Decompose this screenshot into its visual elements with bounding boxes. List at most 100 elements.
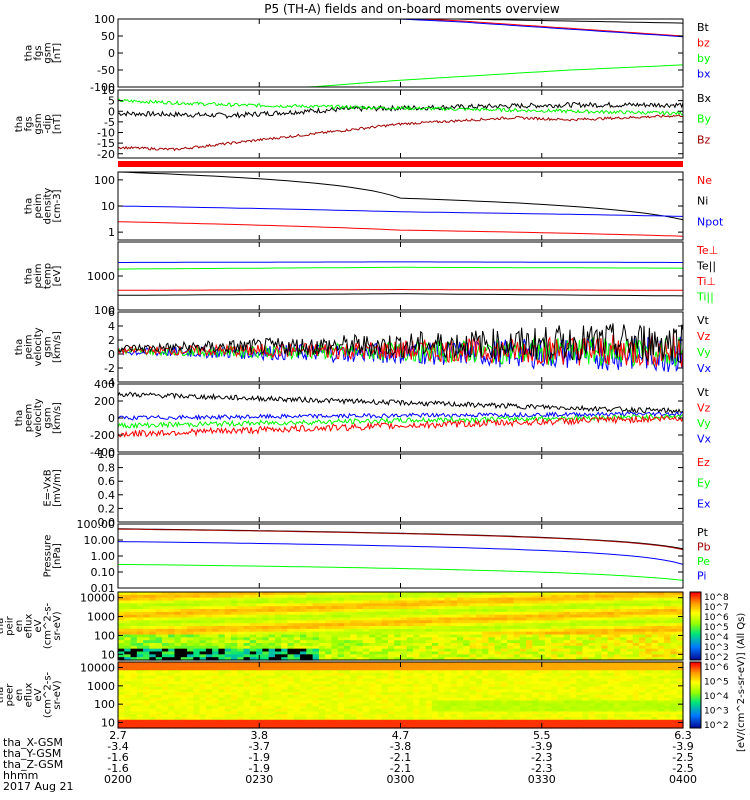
heatmap-cell	[450, 637, 458, 641]
heatmap-cell	[507, 600, 515, 604]
heatmap-cell	[262, 686, 270, 691]
heatmap-cell	[588, 695, 596, 699]
heatmap-cell	[199, 681, 207, 685]
heatmap-cell	[136, 681, 144, 685]
heatmap-cell	[450, 617, 458, 621]
heatmap-cell	[212, 631, 220, 636]
heatmap-cell	[670, 597, 678, 602]
heatmap-cell	[538, 714, 546, 718]
heatmap-cell	[344, 695, 351, 699]
heatmap-cell	[607, 684, 615, 688]
heatmap-cell	[287, 725, 295, 729]
ytick-label: 100	[94, 174, 115, 187]
heatmap-cell	[187, 700, 194, 704]
heatmap-cell	[563, 714, 571, 718]
heatmap-cell	[607, 662, 615, 666]
heatmap-cell	[488, 640, 496, 644]
heatmap-cell	[218, 654, 226, 658]
heatmap-cell	[664, 606, 672, 610]
heatmap-cell	[475, 703, 483, 707]
heatmap-cell	[224, 603, 232, 607]
heatmap-cell	[645, 706, 653, 710]
heatmap-cell	[632, 606, 640, 610]
heatmap-cell	[187, 675, 194, 680]
heatmap-cell	[155, 664, 163, 669]
heatmap-cell	[494, 664, 502, 669]
heatmap-cell	[174, 711, 182, 715]
heatmap-cell	[557, 614, 565, 619]
heatmap-cell	[187, 670, 194, 674]
heatmap-cell	[551, 594, 559, 599]
heatmap-cell	[205, 722, 213, 726]
heatmap-cell	[563, 606, 571, 610]
heatmap-cell	[475, 670, 483, 674]
heatmap-cell	[400, 667, 408, 671]
heatmap-cell	[136, 611, 144, 616]
footer-hhmm-value: 0300	[387, 773, 415, 786]
heatmap-cell	[463, 640, 471, 644]
heatmap-cell	[212, 640, 220, 644]
heatmap-cell	[431, 686, 439, 691]
heatmap-cell	[507, 667, 515, 671]
heatmap-cell	[387, 667, 395, 671]
heatmap-cell	[626, 637, 634, 641]
heatmap-cell	[431, 648, 439, 653]
heatmap-cell	[676, 692, 684, 696]
heatmap-cell	[337, 686, 345, 691]
heatmap-cell	[212, 628, 220, 633]
heatmap-cell	[601, 673, 609, 677]
heatmap-cell	[676, 620, 684, 624]
heatmap-cell	[519, 678, 527, 682]
colorbar-cell	[690, 671, 701, 675]
heatmap-cell	[281, 614, 289, 619]
heatmap-cell	[613, 645, 621, 650]
heatmap-cell	[287, 684, 295, 688]
heatmap-cell	[136, 600, 144, 604]
heatmap-cell	[431, 620, 439, 624]
heatmap-cell	[281, 719, 289, 724]
colorbar-cell	[690, 644, 701, 647]
heatmap-cell	[513, 643, 521, 647]
heatmap-cell	[469, 662, 477, 666]
heatmap-cell	[500, 614, 508, 619]
heatmap-cell	[268, 643, 276, 647]
heatmap-cell	[676, 717, 684, 721]
heatmap-cell	[507, 670, 515, 674]
heatmap-cell	[193, 725, 201, 729]
heatmap-cell	[231, 645, 238, 650]
heatmap-cell	[463, 714, 471, 718]
heatmap-cell	[375, 651, 383, 655]
heatmap-cell	[199, 678, 207, 682]
heatmap-cell	[381, 697, 389, 702]
heatmap-cell	[513, 614, 521, 619]
heatmap-cell	[187, 686, 194, 691]
heatmap-cell	[670, 609, 678, 613]
heatmap-cell	[475, 648, 483, 653]
heatmap-cell	[268, 628, 276, 633]
heatmap-cell	[613, 667, 621, 671]
heatmap-cell	[124, 606, 132, 610]
heatmap-cell	[287, 722, 295, 726]
heatmap-cell	[419, 706, 427, 710]
heatmap-cell	[651, 689, 659, 693]
heatmap-cell	[362, 606, 370, 610]
heatmap-cell	[375, 592, 383, 596]
heatmap-cell	[256, 640, 263, 644]
heatmap-cell	[356, 606, 364, 610]
heatmap-cell	[532, 654, 540, 658]
heatmap-8	[118, 592, 684, 661]
heatmap-cell	[394, 594, 402, 599]
heatmap-cell	[274, 634, 282, 638]
heatmap-cell	[193, 620, 201, 624]
heatmap-cell	[136, 700, 144, 704]
heatmap-cell	[513, 637, 521, 641]
heatmap-cell	[193, 670, 201, 674]
heatmap-cell	[406, 711, 414, 715]
heatmap-cell	[526, 623, 533, 627]
heatmap-cell	[231, 620, 238, 624]
heatmap-cell	[318, 686, 326, 691]
heatmap-cell	[337, 714, 345, 718]
heatmap-cell	[601, 594, 609, 599]
heatmap-cell	[180, 673, 188, 677]
heatmap-cell	[312, 623, 320, 627]
